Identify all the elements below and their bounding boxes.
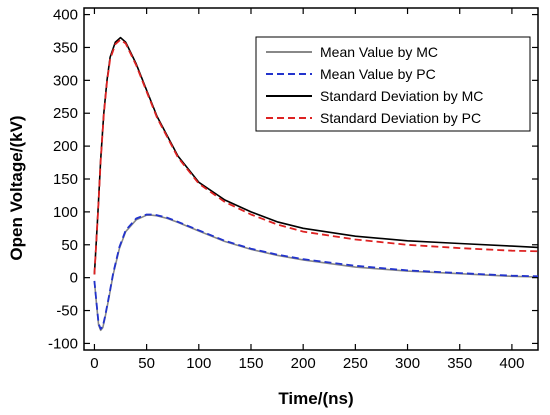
y-tick-label: 250	[53, 105, 78, 122]
y-tick-label: 400	[53, 7, 78, 24]
y-tick-label: 0	[70, 270, 78, 287]
y-tick-label: 100	[53, 204, 78, 221]
y-tick-label: 150	[53, 171, 78, 188]
x-tick-label: 100	[186, 355, 211, 372]
x-tick-label: 250	[343, 355, 368, 372]
series-line-4	[93, 38, 539, 275]
legend-label: Standard Deviation by MC	[320, 88, 483, 104]
y-tick-label: 50	[61, 237, 78, 254]
y-tick-label: -50	[56, 303, 78, 320]
series-line-2	[93, 213, 539, 330]
x-axis-title: Time/(ns)	[278, 389, 353, 408]
x-tick-label: 400	[499, 355, 524, 372]
x-tick-label: 150	[238, 355, 263, 372]
y-tick-label: -100	[48, 335, 78, 352]
series-line-1	[93, 214, 539, 332]
legend-label: Mean Value by PC	[320, 66, 436, 82]
legend-label: Mean Value by MC	[320, 44, 438, 60]
x-tick-label: 0	[90, 355, 98, 372]
x-tick-label: 200	[291, 355, 316, 372]
x-tick-label: 50	[138, 355, 155, 372]
y-tick-label: 350	[53, 39, 78, 56]
x-tick-label: 350	[447, 355, 472, 372]
x-tick-label: 300	[395, 355, 420, 372]
y-tick-label: 200	[53, 138, 78, 155]
y-axis-title: Open Voltage/(kV)	[7, 115, 26, 260]
legend: Mean Value by MC Mean Value by PC Standard…	[255, 36, 531, 132]
legend-label: Standard Deviation by PC	[320, 110, 481, 126]
y-tick-label: 300	[53, 72, 78, 89]
